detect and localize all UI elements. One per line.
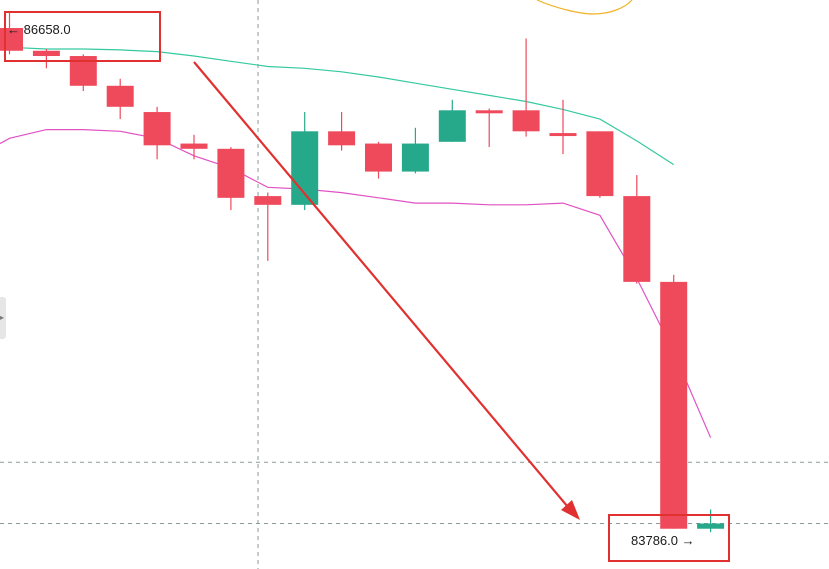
candle [401,127,429,174]
candle [438,99,466,142]
low-price-box [608,514,730,562]
moving-average-fast [0,129,712,438]
chevron-right-icon: ▸ [0,313,5,322]
trend-arrow-head [561,500,580,520]
candle-body [438,110,466,142]
low-price-value: 83786.0 [631,533,678,548]
low-price-label: 83786.0 → [631,533,695,548]
candle [623,175,651,284]
candle [32,49,60,69]
side-panel-tab[interactable] [0,297,6,339]
trend-arrow-line [193,61,574,514]
candle-body [143,112,171,146]
overlay-curve [536,0,633,15]
candle [217,147,245,211]
candle-body [512,110,540,132]
candle-body [328,131,356,146]
high-price-value: 86658.0 [23,22,71,37]
high-price-box [4,11,161,62]
left-arrow-icon: ← [7,22,20,37]
candle-body [697,523,725,529]
candle [180,134,208,160]
right-arrow-icon: → [681,533,695,548]
candle-body [180,143,208,149]
candle [697,509,725,533]
candle [106,78,134,120]
candle-body [623,196,651,282]
candle [512,38,540,137]
candle-body [217,148,245,198]
high-price-label: ← 86658.0 [7,22,71,37]
trend-arrow [193,61,580,520]
candles [0,12,725,533]
candle-body [660,281,688,529]
candle [549,99,577,155]
candle [475,108,503,148]
candle-body [549,133,577,137]
candle [254,192,282,261]
moving-average-slow [0,46,675,166]
candle-body [106,85,134,107]
candle [660,274,688,529]
candle-body [401,143,429,172]
candle [586,131,614,198]
candle-body [586,131,614,197]
candle-body [254,196,282,205]
candle [143,106,171,160]
candle [365,141,392,179]
candle-body [475,110,503,114]
candle-body [32,50,60,57]
candle-body [365,143,392,172]
candle [328,112,356,151]
